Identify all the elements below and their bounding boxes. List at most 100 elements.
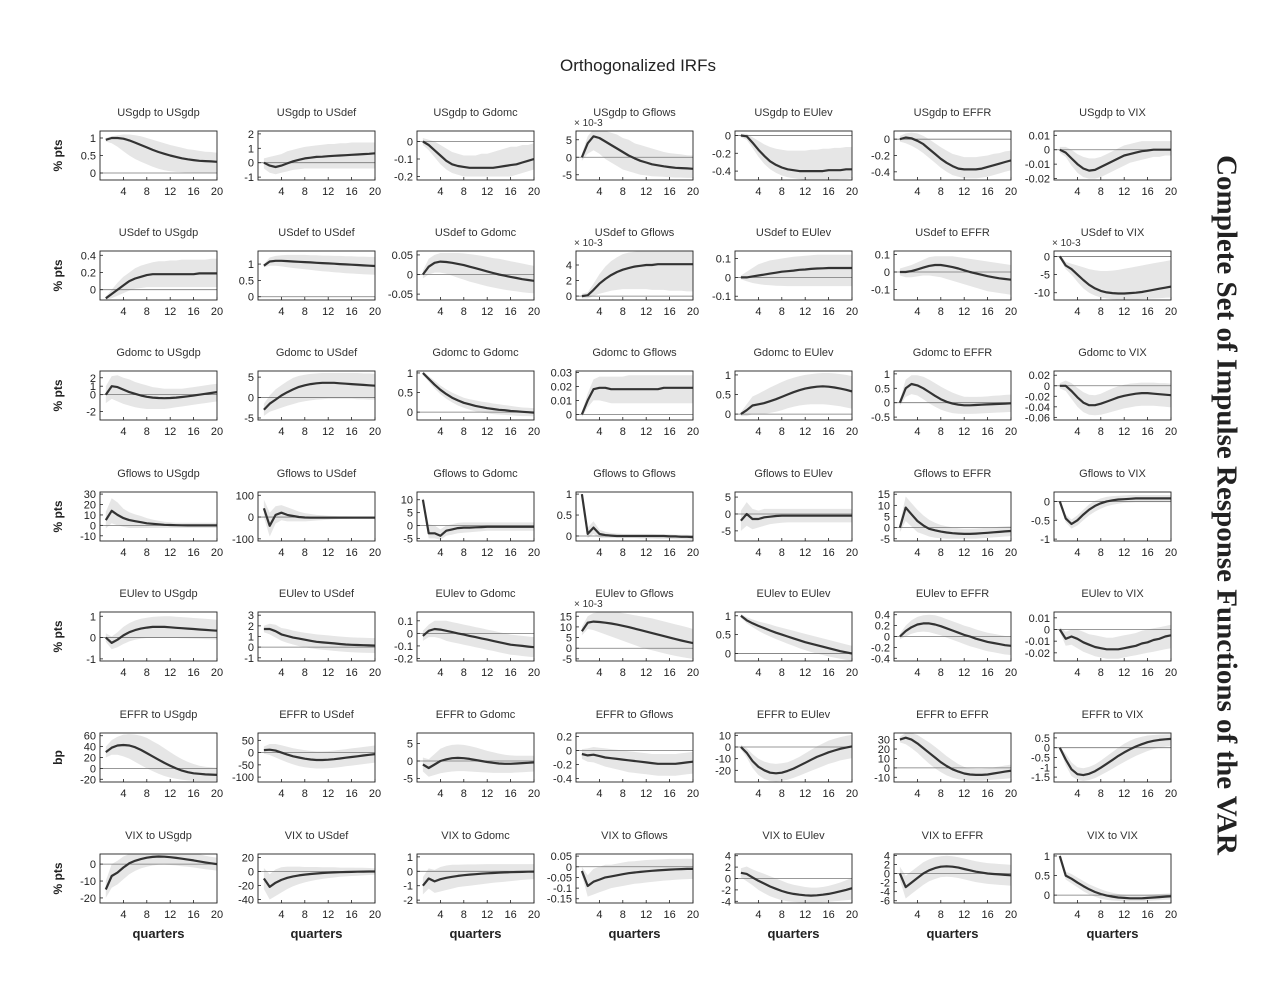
x-tick-label: 4 <box>278 667 284 679</box>
panel-title: EFFR to Gflows <box>596 709 674 721</box>
irf-panel: Gflows to VIX 4 8 12 16 20 0 -0.5 -1 <box>1031 468 1177 559</box>
x-tick-label: 12 <box>322 788 334 800</box>
y-tick-label: 0 <box>248 512 254 524</box>
axes-box <box>575 130 694 181</box>
x-tick-label: 20 <box>369 788 381 800</box>
y-tick-label: -100 <box>232 534 254 546</box>
y-tick-label: 50 <box>242 735 254 747</box>
axes-box <box>416 853 535 904</box>
response-line <box>740 614 852 655</box>
x-tick-label: 20 <box>528 306 540 318</box>
x-tick-label: 16 <box>187 909 199 921</box>
x-tick-label: 20 <box>528 909 540 921</box>
confidence-band <box>740 613 852 661</box>
x-tick-label: 8 <box>144 547 150 559</box>
axes-box <box>257 491 376 542</box>
y-tick-label: -10 <box>874 772 890 784</box>
y-tick-label: -0.02 <box>1025 174 1050 186</box>
plot-area <box>417 371 534 417</box>
y-tick-label: 0 <box>248 158 254 170</box>
confidence-band <box>899 375 1011 414</box>
x-tick-label: 12 <box>164 186 176 198</box>
confidence-band <box>422 253 534 294</box>
x-tick-label: 12 <box>958 667 970 679</box>
y-tick-label: -0.2 <box>871 151 890 163</box>
y-tick-label: 0.5 <box>557 510 572 522</box>
y-tick-label: 0 <box>1044 496 1050 508</box>
response-line <box>262 507 375 527</box>
irf-panel: EUlev to EUlev 4 8 12 16 20 1 0.5 0 <box>716 588 858 679</box>
irf-panel: VIX to USdef 4 8 12 16 20 20 0 -20 -40 quarters <box>238 830 381 941</box>
plot-area <box>576 375 693 418</box>
panel-title: EFFR to USdef <box>279 709 355 721</box>
y-tick-label: 5 <box>407 508 413 520</box>
panel-title: EFFR to EFFR <box>916 709 989 721</box>
confidence-band <box>899 132 1011 179</box>
x-tick-label: 20 <box>687 186 699 198</box>
panel-title: EFFR to Gdomc <box>436 709 516 721</box>
axes-box <box>734 370 853 421</box>
y-tick-label: -0.01 <box>1025 636 1050 648</box>
confidence-band <box>899 733 1011 781</box>
panel-title: Gdomc to USdef <box>276 347 358 359</box>
x-tick-label: 8 <box>144 667 150 679</box>
x-tick-label: 4 <box>437 909 443 921</box>
x-tick-label: 8 <box>302 186 308 198</box>
x-tick-label: 20 <box>1005 306 1017 318</box>
x-tick-label: 12 <box>1118 306 1130 318</box>
x-tick-label: 4 <box>596 186 602 198</box>
y-tick-label: 0 <box>725 272 731 284</box>
x-tick-label: 4 <box>914 306 920 318</box>
x-tick-label: 12 <box>799 547 811 559</box>
x-tick-label: 8 <box>620 186 626 198</box>
panel-title: Gflows to EFFR <box>914 468 992 480</box>
y-tick-label: -0.04 <box>1025 402 1050 414</box>
x-tick-label: 20 <box>369 186 381 198</box>
axes-box <box>575 732 694 783</box>
x-tick-label: 12 <box>1118 909 1130 921</box>
x-tick-label: 16 <box>822 667 834 679</box>
axes-box <box>734 250 853 301</box>
x-tick-label: 12 <box>481 788 493 800</box>
panel-title: USdef to EUlev <box>756 227 832 239</box>
y-tick-label: -2 <box>880 878 890 890</box>
y-tick-label: 0 <box>407 521 413 533</box>
y-tick-label: 30 <box>878 735 890 747</box>
y-tick-label: -0.2 <box>712 148 731 160</box>
plot-area <box>576 492 693 540</box>
plot-area <box>100 616 217 650</box>
x-tick-label: 20 <box>846 909 858 921</box>
x-tick-label: 4 <box>278 547 284 559</box>
irf-panel: Gdomc to EFFR 4 8 12 16 20 1 0.5 0 -0.5 <box>871 347 1017 438</box>
x-tick-label: 16 <box>822 788 834 800</box>
response-line <box>421 499 534 537</box>
plot-area <box>1054 854 1171 902</box>
y-tick-label: 0 <box>725 874 731 886</box>
x-tick-label: 4 <box>596 306 602 318</box>
panel-title: Gdomc to EFFR <box>913 347 993 359</box>
x-tick-label: 12 <box>481 426 493 438</box>
y-tick-label: -0.06 <box>1025 412 1050 424</box>
y-axis-label: % pts <box>51 862 65 894</box>
x-tick-label: 12 <box>640 426 652 438</box>
x-tick-label: 16 <box>1141 547 1153 559</box>
x-tick-label: 20 <box>846 547 858 559</box>
y-axis-label: % pts <box>51 500 65 532</box>
confidence-band <box>581 612 693 659</box>
y-tick-label: -100 <box>232 772 254 784</box>
axes-box <box>416 732 535 783</box>
panel-title: VIX to Gflows <box>601 830 668 842</box>
x-tick-label: 4 <box>278 186 284 198</box>
x-tick-label: 20 <box>211 186 223 198</box>
x-tick-label: 8 <box>144 426 150 438</box>
x-tick-label: 8 <box>302 909 308 921</box>
plot-area <box>1054 380 1171 416</box>
y-tick-label: -5 <box>1040 270 1050 282</box>
y-tick-label: 5 <box>248 372 254 384</box>
x-tick-label: 16 <box>345 306 357 318</box>
x-tick-label: 16 <box>822 186 834 198</box>
x-tick-label: 16 <box>187 186 199 198</box>
x-tick-label: 16 <box>663 788 675 800</box>
response-line <box>422 260 534 282</box>
